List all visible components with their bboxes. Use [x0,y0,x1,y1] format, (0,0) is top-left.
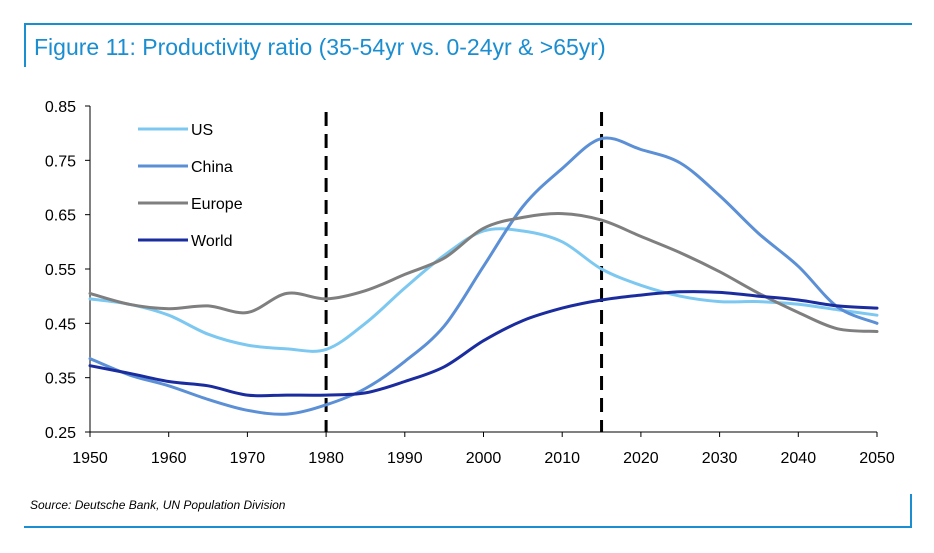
legend-label-europe: Europe [191,196,243,213]
y-tick-label: 0.65 [45,208,76,225]
x-tick-label: 2040 [781,450,817,467]
frame-bottom-rule [24,526,912,528]
reference-lines [324,112,604,432]
legend-label-china: China [191,159,233,176]
legend-label-world: World [191,233,233,250]
legend-label-us: US [191,122,213,139]
x-tick-label: 2000 [466,450,502,467]
frame-top-rule [24,23,912,25]
x-tick-label: 2010 [544,450,580,467]
chart-legend: US China Europe World [138,122,243,250]
figure-source: Source: Deutsche Bank, UN Population Div… [30,498,286,512]
y-tick-label: 0.35 [45,371,76,388]
y-tick-label: 0.55 [45,262,76,279]
series-line-china [88,136,879,416]
frame-left-rule [24,23,26,67]
y-tick-label: 0.25 [45,425,76,442]
series-lines [88,136,879,416]
series-line-world [88,290,879,398]
frame-right-rule [910,494,912,528]
x-tick-label: 1950 [72,450,108,467]
y-tick-label: 0.75 [45,153,76,170]
x-tick-label: 1980 [308,450,344,467]
y-tick-label: 0.45 [45,316,76,333]
chart-axes: 0.25 0.35 0.45 0.55 0.65 0.75 0.85 1950 1960 1970… [45,99,895,467]
x-tick-label: 1960 [151,450,187,467]
x-tick-label: 1990 [387,450,423,467]
x-tick-label: 2050 [859,450,895,467]
series-line-europe [88,212,879,333]
x-tick-label: 1970 [230,450,266,467]
x-tick-label: 2030 [702,450,738,467]
x-tick-label: 2020 [623,450,659,467]
figure-title: Figure 11: Productivity ratio (35-54yr v… [34,34,606,60]
series-line-us [88,227,879,353]
y-tick-label: 0.85 [45,99,76,116]
